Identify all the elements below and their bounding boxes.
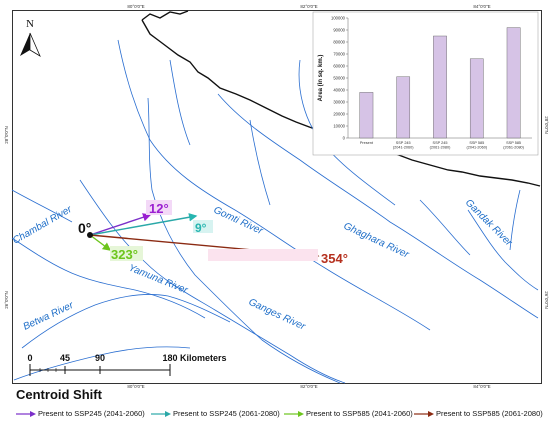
inset-bar xyxy=(506,27,521,139)
inset-x-tick-label: SSP 245 (2061-2080) xyxy=(430,141,451,150)
inset-y-tick-label: 50000 xyxy=(333,76,345,81)
river-label-ghaghara: Ghaghara River xyxy=(342,221,411,261)
grat-right-28: 28°0'0"N xyxy=(544,116,549,134)
inset-x-tick-label: SSP 245 (2041-2060) xyxy=(393,141,414,150)
centroid-vectors: 0° 12° 9° 323° 354° xyxy=(78,200,348,266)
betwa-river xyxy=(21,294,231,349)
inset-bar xyxy=(396,76,411,139)
river-label-yamuna: Yamuna River xyxy=(127,263,190,297)
gandak-river xyxy=(467,209,539,291)
north-arrow-icon: N xyxy=(20,18,41,57)
label-bg-9 xyxy=(193,220,213,233)
grat-top-80: 80°0'0"E xyxy=(127,4,144,9)
label-bg-323 xyxy=(110,246,143,261)
inset-y-tick-label: 70000 xyxy=(333,52,345,57)
scale-tick-180: 180 xyxy=(162,353,177,363)
chambal-river xyxy=(11,237,206,319)
inset-y-tick-label: 80000 xyxy=(333,40,345,45)
grat-top-82: 82°0'0"E xyxy=(300,4,317,9)
angle-label-12: 12° xyxy=(149,201,169,216)
inset-y-tick-label: 0 xyxy=(343,136,346,141)
northern-stream-1 xyxy=(169,59,191,146)
inset-y-tick-label: 90000 xyxy=(333,28,345,33)
scale-tick-90: 90 xyxy=(95,353,105,363)
angle-label-9: 9° xyxy=(195,221,207,235)
legend-label: Present to SSP585 (2041-2060) xyxy=(306,409,413,418)
inset-chart-bg xyxy=(312,11,539,156)
river-label-chambal: Chambal River xyxy=(11,204,74,247)
yamuna-river xyxy=(79,179,346,384)
legend-item-ssp245-2061: Present to SSP245 (2061-2080) xyxy=(151,409,280,418)
legend-arrow-icon xyxy=(284,411,304,418)
gomti-river xyxy=(117,39,431,331)
grat-bottom-84: 84°0'0"E xyxy=(473,384,490,389)
legend-item-ssp585-2061: Present to SSP585 (2061-2080) xyxy=(414,409,543,418)
centroid-origin xyxy=(87,232,93,238)
scale-tick-45: 45 xyxy=(60,353,70,363)
grat-bottom-80: 80°0'0"E xyxy=(127,384,144,389)
inset-x-labels: Present SSP 245 (2041-2060) SSP 245 (2061-20… xyxy=(360,141,525,150)
river-label-ganges: Ganges River xyxy=(247,297,308,333)
origin-label: 0° xyxy=(78,220,91,236)
inset-bar xyxy=(359,92,374,139)
grat-top-84: 84°0'0"E xyxy=(473,4,490,9)
inset-x-tick-label: SSP 585 (2041-2060) xyxy=(466,141,487,150)
border-north-segment xyxy=(141,10,189,21)
north-label: N xyxy=(26,18,34,30)
legend-arrow-icon xyxy=(151,411,171,418)
river-label-gomti: Gomti River xyxy=(212,205,265,238)
scale-bar: 0 45 90 180 Kilometers xyxy=(27,353,227,376)
angle-label-323: 323° xyxy=(111,247,138,262)
betwa-lower xyxy=(13,346,191,381)
eastern-stream xyxy=(419,199,471,256)
inset-bars xyxy=(359,27,521,139)
inset-x-tick-label: Present xyxy=(360,141,374,145)
legend-arrow-icon xyxy=(414,411,434,418)
inset-y-tick-label: 30000 xyxy=(333,100,345,105)
label-bg-12 xyxy=(146,200,172,215)
inset-chart: Area (in sq. km.) 0 10000 20000 30000 40000 5… xyxy=(312,11,539,156)
vector-ssp585-2041 xyxy=(89,234,112,251)
legend-arrow-icon xyxy=(16,411,36,418)
grat-left-26: 26°0'0"N xyxy=(4,291,9,309)
legend-label: Present to SSP585 (2061-2080) xyxy=(436,409,543,418)
inset-y-label: Area (in sq. km.) xyxy=(318,55,324,102)
inset-y-ticks: 0 10000 20000 30000 40000 50000 60000 70000 8000… xyxy=(331,16,348,141)
legend-item-ssp585-2041: Present to SSP585 (2041-2060) xyxy=(284,409,413,418)
inset-y-tick-label: 40000 xyxy=(333,88,345,93)
vector-ssp245-2061 xyxy=(89,213,198,236)
scale-unit: Kilometers xyxy=(180,353,227,363)
inset-y-tick-label: 10000 xyxy=(333,124,345,129)
legend-item-ssp245-2041: Present to SSP245 (2041-2060) xyxy=(16,409,145,418)
river-label-betwa: Betwa River xyxy=(22,300,76,333)
label-bg-354 xyxy=(208,249,318,261)
legend-title: Centroid Shift xyxy=(16,387,102,402)
vector-ssp245-2041 xyxy=(89,213,152,236)
scale-tick-0: 0 xyxy=(27,353,32,363)
inset-y-tick-label: 20000 xyxy=(333,112,345,117)
legend: Present to SSP245 (2041-2060) Present to… xyxy=(16,409,546,423)
inset-y-tick-label: 60000 xyxy=(333,64,345,69)
grat-left-28: 28°0'0"N xyxy=(4,126,9,144)
northern-stream-2 xyxy=(249,119,271,206)
grat-bottom-82: 82°0'0"E xyxy=(300,384,317,389)
legend-label: Present to SSP245 (2041-2060) xyxy=(38,409,145,418)
inset-bar xyxy=(469,58,484,139)
ghaghara-river xyxy=(217,93,539,319)
graticule: 80°0'0"E 82°0'0"E 84°0'0"E 80°0'0"E 82°0… xyxy=(4,4,549,389)
ganges-river xyxy=(147,97,341,384)
gandak-tributary xyxy=(509,189,521,251)
inset-bar xyxy=(433,35,447,139)
angle-label-354: 354° xyxy=(321,251,348,266)
western-river xyxy=(11,189,73,223)
inset-x-tick-label: SSP 585 (2061-2080) xyxy=(503,141,524,150)
inset-y-tick-label: 100000 xyxy=(331,16,346,21)
grat-right-26: 26°0'0"N xyxy=(544,291,549,309)
legend-label: Present to SSP245 (2061-2080) xyxy=(173,409,280,418)
